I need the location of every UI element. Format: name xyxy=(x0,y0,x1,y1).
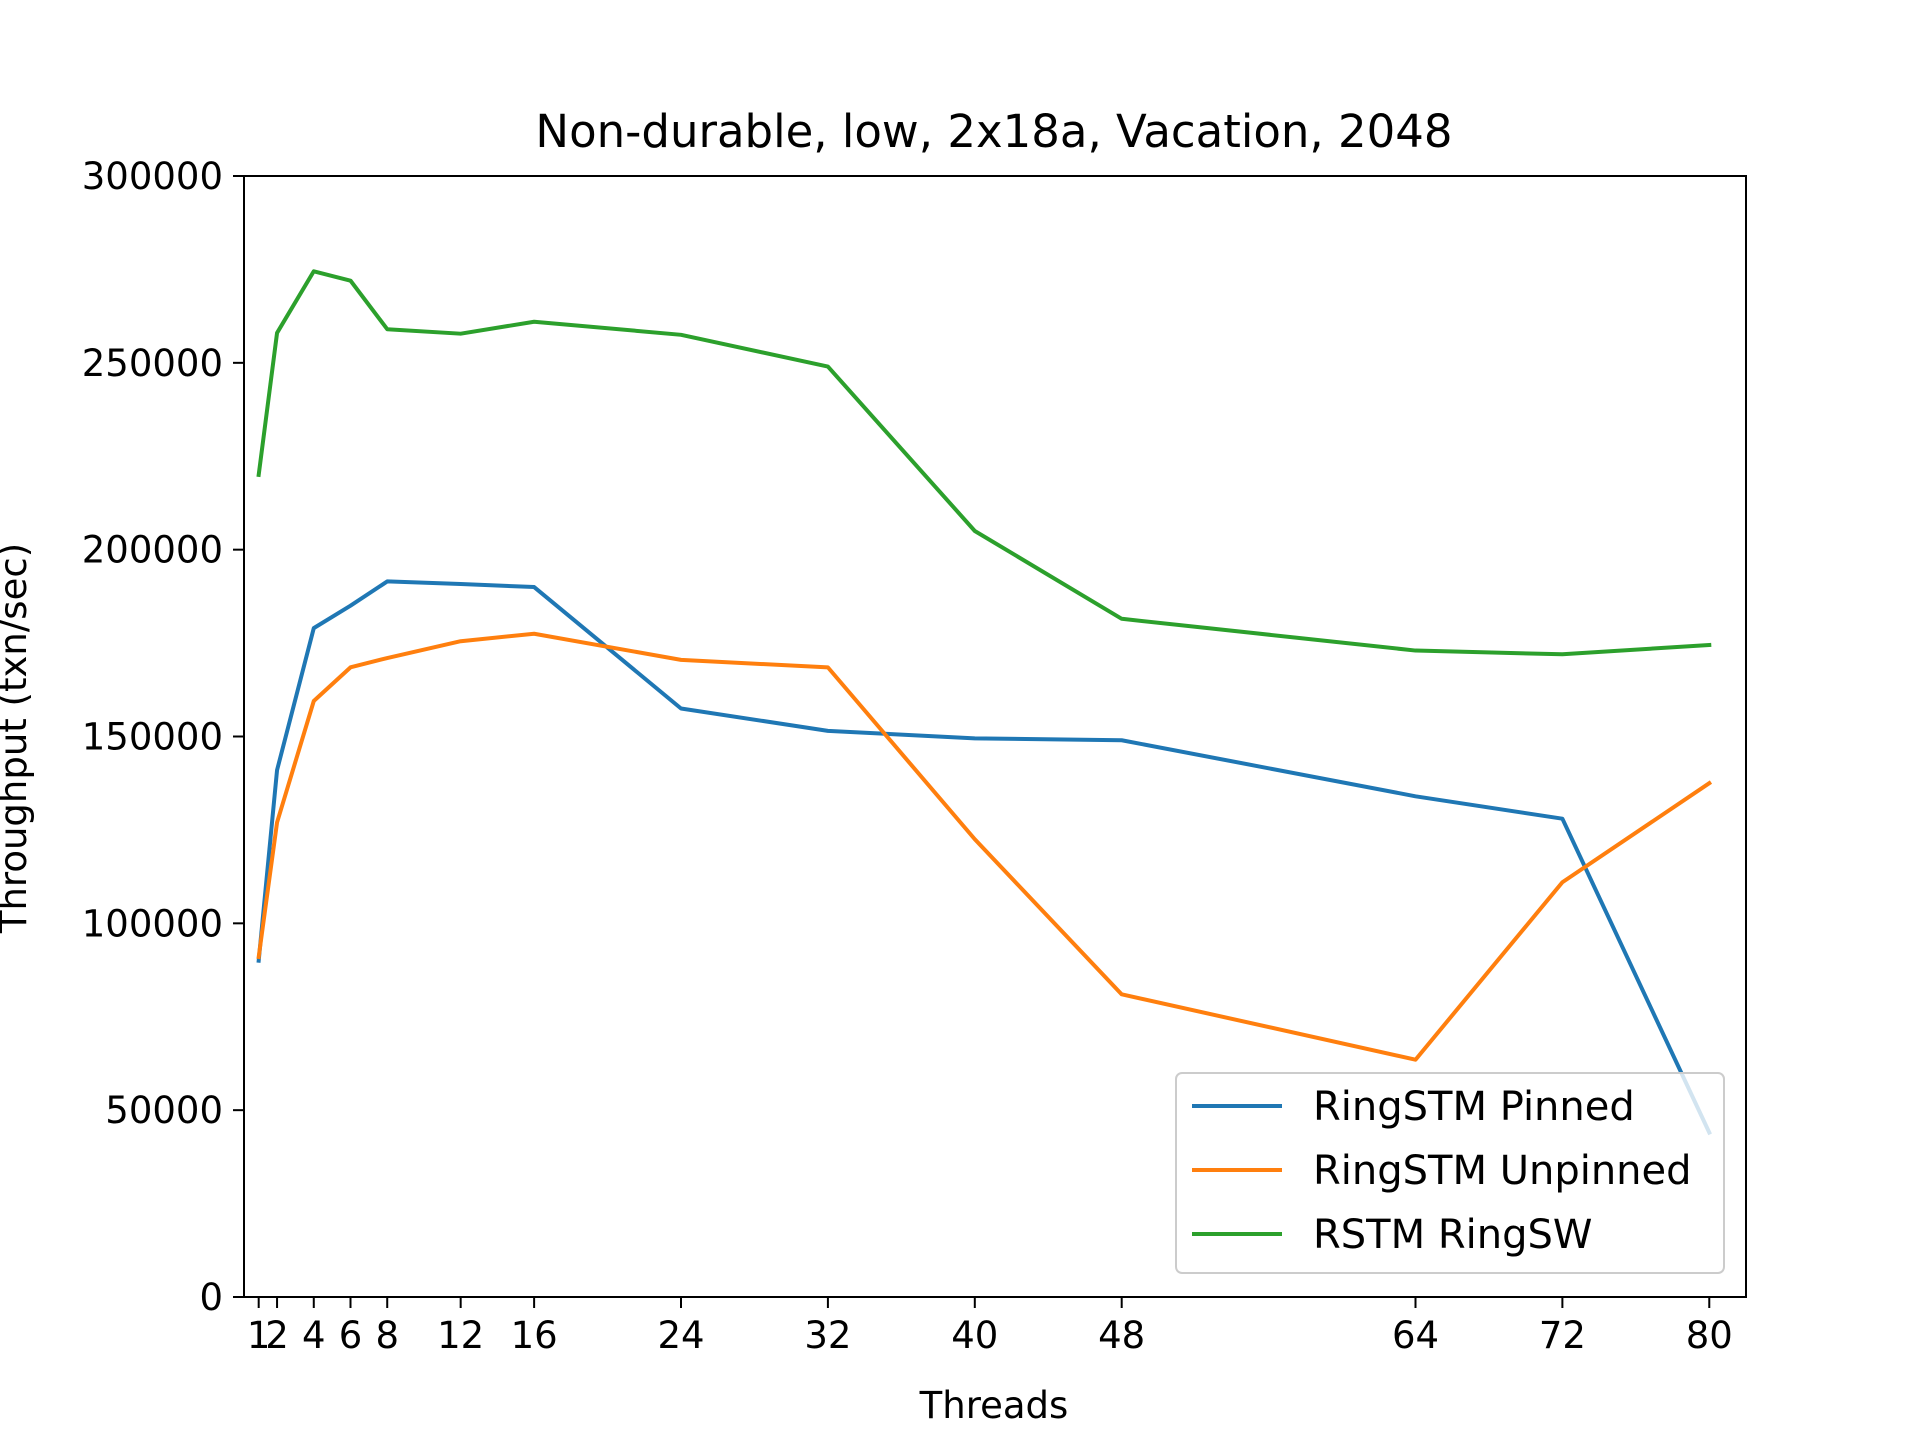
series-line-2 xyxy=(256,269,1712,657)
y-axis-label: Throughput (txn/sec) xyxy=(0,543,35,934)
chart-title: Non-durable, low, 2x18a, Vacation, 2048 xyxy=(535,105,1452,158)
x-axis: 12 4 6 8 12 16 24 32 40 48 64 72 80 xyxy=(247,1297,1733,1357)
x-tick-label: 80 xyxy=(1686,1314,1733,1357)
y-tick-label: 150000 xyxy=(82,716,223,759)
y-tick-label: 100000 xyxy=(82,902,223,945)
x-axis-label: Threads xyxy=(919,1384,1069,1427)
x-tick-label: 12 xyxy=(437,1314,484,1357)
x-tick-label: 48 xyxy=(1098,1314,1145,1357)
legend-label-0: RingSTM Pinned xyxy=(1313,1084,1635,1130)
y-tick-label: 200000 xyxy=(82,529,223,572)
legend: RingSTM Pinned RingSTM Unpinned RSTM RingS… xyxy=(1175,1072,1725,1274)
y-tick-label: 250000 xyxy=(82,342,223,385)
y-tick-label: 50000 xyxy=(105,1089,223,1132)
legend-label-2: RSTM RingSW xyxy=(1313,1212,1592,1258)
x-tick-label: 72 xyxy=(1539,1314,1586,1357)
y-axis: 0 50000 100000 150000 200000 250000 300000 xyxy=(82,155,244,1319)
x-tick-label: 16 xyxy=(511,1314,558,1357)
legend-box xyxy=(1175,1072,1725,1274)
x-tick-label: 64 xyxy=(1392,1314,1439,1357)
y-tick-label: 300000 xyxy=(82,155,223,198)
legend-label-1: RingSTM Unpinned xyxy=(1313,1148,1692,1194)
x-tick-label: 1 xyxy=(247,1314,271,1357)
x-tick-label: 8 xyxy=(375,1314,399,1357)
x-tick-label: 6 xyxy=(339,1314,363,1357)
series-line-1 xyxy=(256,631,1713,1062)
x-tick-label: 40 xyxy=(951,1314,998,1357)
x-tick-label: 2 xyxy=(265,1314,289,1357)
x-tick-label: 24 xyxy=(657,1314,704,1357)
x-tick-label: 32 xyxy=(804,1314,851,1357)
x-tick-label: 4 xyxy=(302,1314,326,1357)
y-tick-label: 0 xyxy=(199,1276,223,1319)
series-layer xyxy=(256,269,1713,1136)
